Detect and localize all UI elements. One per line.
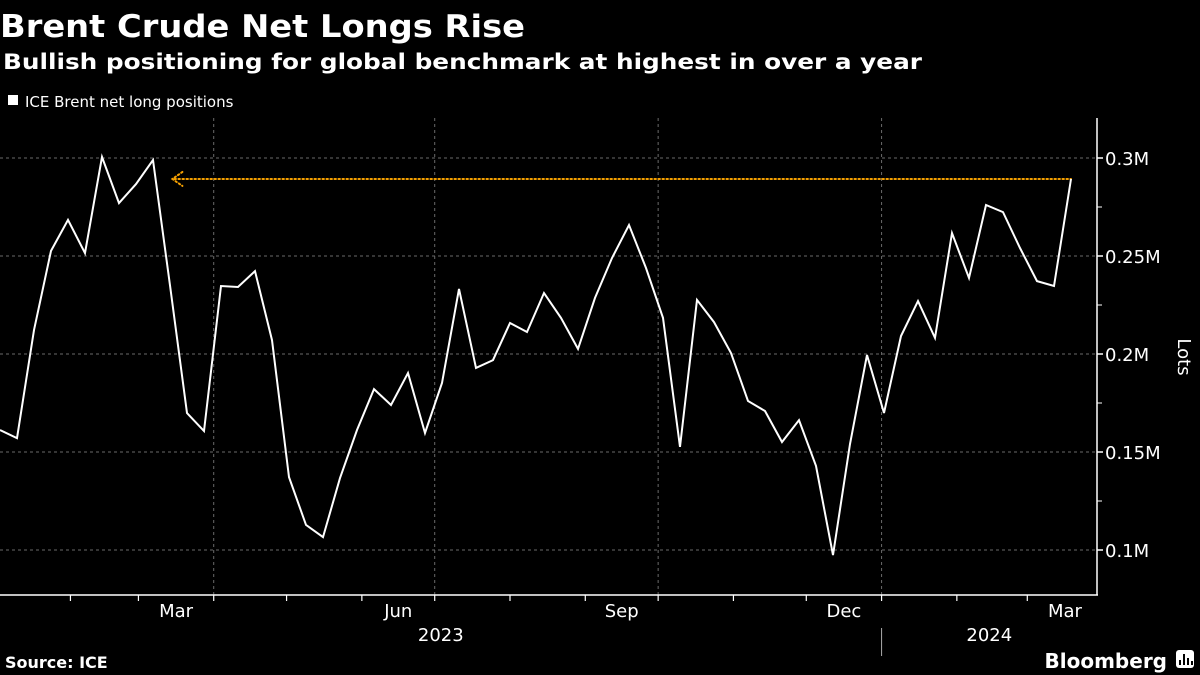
x-year-label: 2024 (966, 625, 1012, 646)
y-tick-label: 0.25M (1105, 247, 1161, 268)
axes (0, 118, 1098, 596)
x-year-label: 2023 (418, 625, 464, 646)
x-month-label: Mar (1048, 601, 1083, 622)
series-line (0, 153, 1072, 556)
y-axis-label: Lots (1173, 338, 1194, 375)
gridlines (0, 118, 1097, 595)
x-month-label: Sep (605, 601, 639, 622)
x-month-label: Jun (383, 601, 412, 622)
series-line-group (0, 153, 1072, 556)
arrow-left-icon (170, 170, 184, 187)
legend-label: ICE Brent net long positions (25, 93, 234, 111)
bloomberg-chart-icon (1176, 650, 1194, 668)
chart-title: Brent Crude Net Longs Rise (0, 9, 525, 45)
y-tick-label: 0.15M (1105, 443, 1161, 464)
y-axis-ticks: 0.1M 0.15M 0.2M 0.25M 0.3M (1097, 149, 1161, 562)
bloomberg-logo: Bloomberg (1045, 649, 1167, 673)
annotation (170, 170, 1072, 187)
y-tick-label: 0.1M (1105, 541, 1149, 562)
source-note: Source: ICE (5, 653, 108, 672)
legend-swatch (8, 95, 18, 105)
legend: ICE Brent net long positions (8, 93, 234, 111)
x-axis-ticks: Mar Jun Sep Dec Mar 2023 2024 (69, 595, 1083, 656)
y-tick-label: 0.3M (1105, 149, 1149, 170)
x-month-label: Dec (827, 601, 862, 622)
x-month-label: Mar (159, 601, 194, 622)
chart-subtitle: Bullish positioning for global benchmark… (3, 50, 923, 74)
y-tick-label: 0.2M (1105, 345, 1149, 366)
